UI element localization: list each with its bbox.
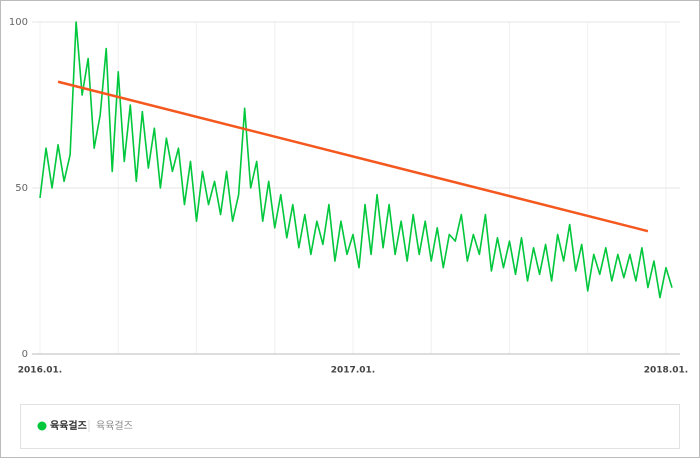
y-tick-label: 100 (9, 17, 28, 28)
legend-box (20, 404, 680, 449)
legend-sub: 육육걸즈 (96, 419, 133, 432)
x-tick-label: 2017.01. (331, 366, 375, 376)
legend-label: 육육걸즈 (50, 419, 87, 432)
trend-line (57, 80, 649, 233)
line-series (39, 21, 673, 299)
legend-dot (37, 421, 47, 431)
y-tick-label: 0 (22, 349, 28, 360)
y-tick-label: 50 (15, 183, 28, 194)
x-tick-label: 2016.01. (18, 366, 62, 376)
x-tick-label: 2018.01. (644, 366, 688, 376)
